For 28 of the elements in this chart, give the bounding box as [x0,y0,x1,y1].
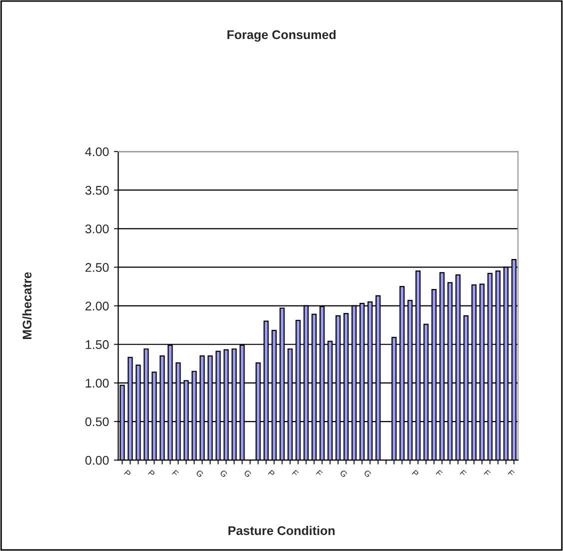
y-tick-label: 0.00 [85,456,109,465]
x-tick-label: P [124,470,132,477]
y-tick-label: 3.00 [85,224,109,234]
x-tick-label: F [316,470,323,477]
chart-title: Forage Consumed [227,30,336,42]
x-tick-label: P [412,470,419,477]
x-tick-label: F [508,470,515,477]
x-tick-label: F [436,470,443,477]
y-tick-label: 0.50 [85,417,109,426]
y-tick-label: 2.00 [86,302,109,310]
x-axis-title: Pasture Condition [228,526,335,536]
y-tick-label: 1.00 [86,378,109,388]
y-tick-label: 3.50 [85,186,109,195]
x-tick-label: F [292,470,299,477]
x-tick-label: G [364,470,372,478]
x-tick-label: G [340,470,348,478]
y-tick-label: 1.50 [86,340,109,350]
x-tick-label: F [484,470,491,477]
x-tick-label: P [148,470,156,477]
y-tick-label: 4.00 [85,147,109,156]
x-tick-label: G [220,470,228,478]
y-tick-label: 2.50 [86,263,109,272]
x-tick-label: P [268,470,276,477]
x-tick-label: F [460,470,467,477]
x-tick-label: F [172,470,179,477]
x-tick-label: G [244,470,252,478]
x-tick-label: G [196,470,204,478]
y-axis-title: MG/hecatre [22,272,32,340]
